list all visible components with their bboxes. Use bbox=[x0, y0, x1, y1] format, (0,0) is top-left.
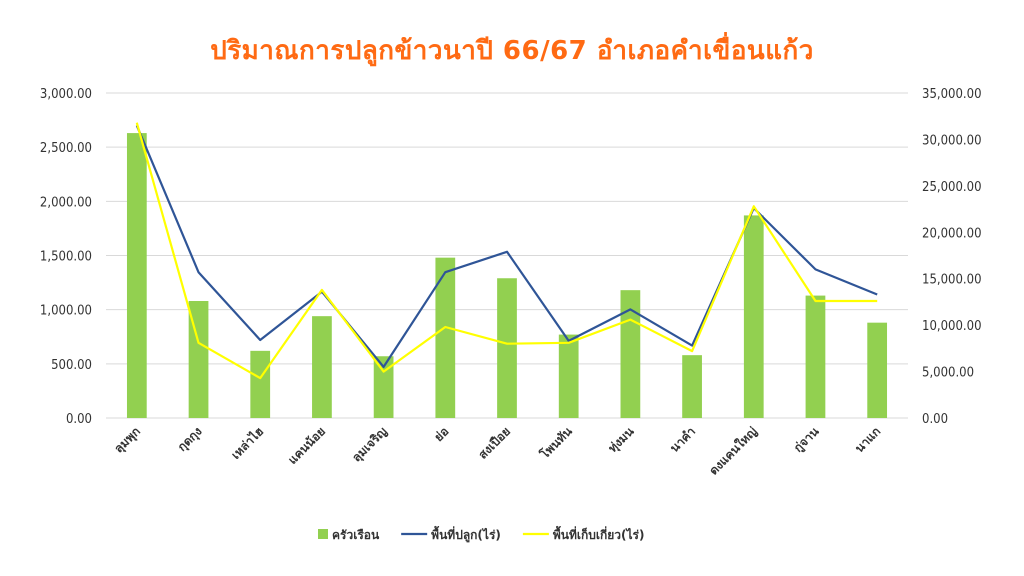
bar bbox=[682, 355, 702, 418]
left-axis-tick-label: 1,500.00 bbox=[40, 250, 92, 265]
category-label: กุดกุง bbox=[175, 424, 206, 455]
bar bbox=[497, 278, 517, 418]
category-label: กู่จาน bbox=[791, 424, 823, 456]
left-axis-tick-label: 1,000.00 bbox=[40, 304, 92, 319]
bar bbox=[743, 215, 764, 418]
right-axis-tick-label: 0.00 bbox=[922, 412, 948, 427]
bar bbox=[435, 257, 456, 418]
category-label: ย่อ bbox=[431, 424, 451, 444]
legend-label: ครัวเรือน bbox=[332, 528, 380, 542]
right-axis-tick-label: 10,000.00 bbox=[922, 319, 982, 334]
right-axis-tick-label: 20,000.00 bbox=[922, 226, 982, 241]
category-label: นาคำ bbox=[667, 424, 698, 455]
bar bbox=[312, 316, 332, 418]
right-axis-tick-label: 30,000.00 bbox=[922, 133, 982, 148]
category-label: ลุมพุก bbox=[112, 424, 144, 456]
right-axis-tick-label: 15,000.00 bbox=[922, 273, 982, 288]
legend-swatch bbox=[318, 529, 328, 539]
right-axis-tick-label: 5,000.00 bbox=[922, 366, 974, 381]
category-label: แคนน้อย bbox=[285, 424, 328, 467]
legend-label: พื้นที่ปลูก(ไร่) bbox=[431, 525, 501, 543]
right-axis-tick-label: 25,000.00 bbox=[922, 180, 982, 195]
category-label: เหล่าไฮ bbox=[228, 424, 267, 463]
category-label: โพนทัน bbox=[536, 423, 575, 462]
bar bbox=[373, 356, 394, 418]
bar bbox=[250, 350, 271, 418]
left-axis-tick-label: 500.00 bbox=[51, 358, 92, 373]
category-label: ดงแคนใหญ่ bbox=[706, 424, 760, 478]
bar bbox=[558, 334, 579, 418]
category-label: ทุ่งมน bbox=[605, 424, 637, 456]
legend-label: พื้นที่เก็บเกี่ยว(ไร่) bbox=[553, 525, 645, 542]
bar bbox=[805, 295, 826, 418]
left-axis-tick-label: 3,000.00 bbox=[40, 87, 92, 102]
bar bbox=[126, 133, 147, 419]
left-axis-tick-label: 2,000.00 bbox=[40, 195, 92, 210]
bar bbox=[188, 301, 209, 418]
right-axis-tick-label: 35,000.00 bbox=[922, 87, 982, 102]
category-label: สงเปือย bbox=[476, 424, 514, 462]
category-label: ลุมเจริญ bbox=[349, 424, 390, 465]
left-axis-tick-label: 0.00 bbox=[66, 412, 92, 427]
chart-title: ปริมาณการปลูกข้าวนาปี 66/67 อำเภอคำเขื่อ… bbox=[210, 36, 814, 66]
category-label: นาแก bbox=[852, 424, 883, 455]
bar bbox=[867, 322, 888, 418]
series-line bbox=[135, 122, 878, 380]
left-axis-tick-label: 2,500.00 bbox=[40, 141, 92, 156]
